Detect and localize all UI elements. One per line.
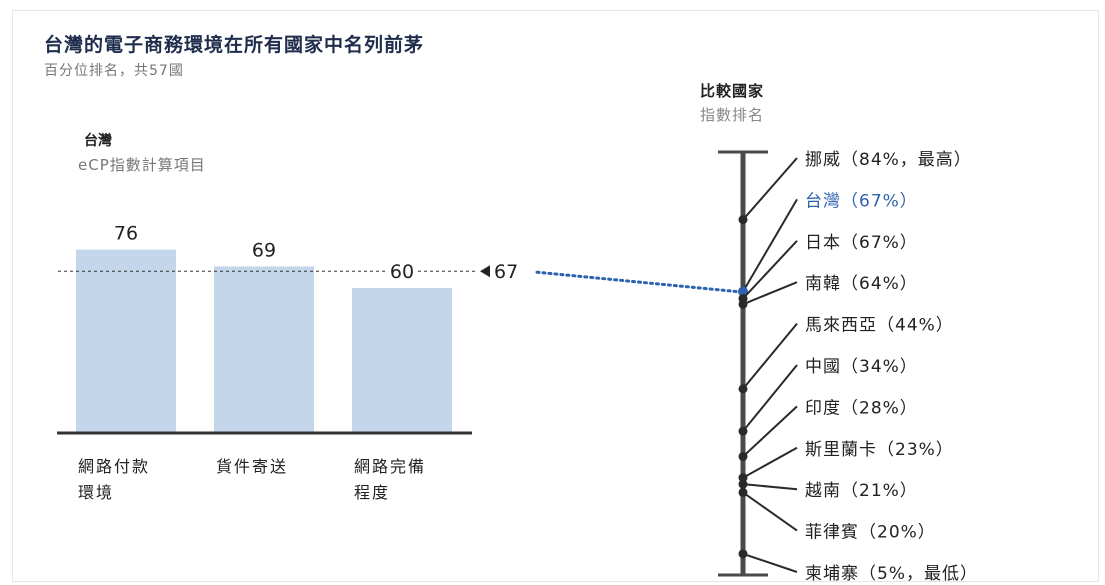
bar-value-label: 76 [114,223,138,245]
leader-line [742,198,798,293]
chart-frame [12,10,1099,582]
category-label-line: 網路完備 [354,457,427,476]
data-point [738,479,748,489]
leader-line [742,491,798,532]
leader-line [742,322,798,390]
bar-value-label: 60 [390,261,414,283]
right-panel-subheading: 指數排名 [700,106,765,124]
category-label: 網路付款 環境 [78,454,178,506]
category-label: 貨件寄送 [216,454,316,480]
data-point [738,487,748,497]
category-label-line: 網路付款 [78,457,151,476]
point-label: 越南（21%） [805,481,918,501]
reference-marker-icon [480,265,490,278]
bar [214,266,314,432]
point-label: 柬埔寨（5%，最低） [805,564,978,584]
data-point [738,215,748,225]
data-point [738,384,748,394]
point-label: 斯里蘭卡（23%） [805,440,954,460]
leader-line [742,281,798,306]
data-point [738,473,748,483]
leader-line [742,364,798,432]
category-label-line: 環境 [78,483,115,502]
bar [352,288,452,432]
category-label-line: 貨件寄送 [216,457,289,476]
point-label: 日本（67%） [805,233,918,253]
leader-line [742,240,798,300]
chart-subtitle: 百分位排名，共57國 [44,63,184,79]
data-point [738,426,748,436]
point-label: 中國（34%） [805,357,918,377]
reference-label: 67 [494,261,518,283]
point-label: 台灣（67%） [805,191,918,211]
leader-line [742,483,798,491]
point-label: 南韓（64%） [805,274,918,294]
bar-value-label: 69 [252,239,276,261]
leader-line [742,446,798,479]
bar-value-label-bg [386,261,418,282]
data-point [738,549,748,559]
left-panel-country: 台灣 [84,133,112,149]
bar [76,249,176,432]
right-panel-heading: 比較國家 [700,82,765,100]
data-point [738,452,748,462]
category-label: 網路完備 程度 [354,454,454,506]
data-point [738,299,748,309]
connector-line [535,270,739,294]
point-label: 印度（28%） [805,398,918,418]
data-point [738,286,748,297]
leader-line [742,157,798,221]
leader-line [742,405,798,458]
point-label: 馬來西亞（44%） [805,316,954,336]
category-label-line: 程度 [354,483,391,502]
chart-title: 台灣的電子商務環境在所有國家中名列前茅 [44,34,425,56]
point-label: 挪威（84%，最高） [805,150,972,170]
leader-line [742,552,798,573]
point-label: 菲律賓（20%） [805,523,936,543]
left-panel-heading: eCP指數計算項目 [78,156,206,174]
